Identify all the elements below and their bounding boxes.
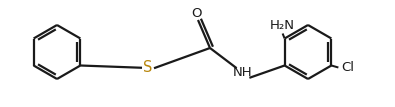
Text: O: O	[192, 7, 202, 19]
Text: Cl: Cl	[341, 61, 354, 74]
Text: NH: NH	[233, 66, 253, 80]
Text: H₂N: H₂N	[270, 19, 295, 32]
Text: S: S	[143, 60, 153, 76]
